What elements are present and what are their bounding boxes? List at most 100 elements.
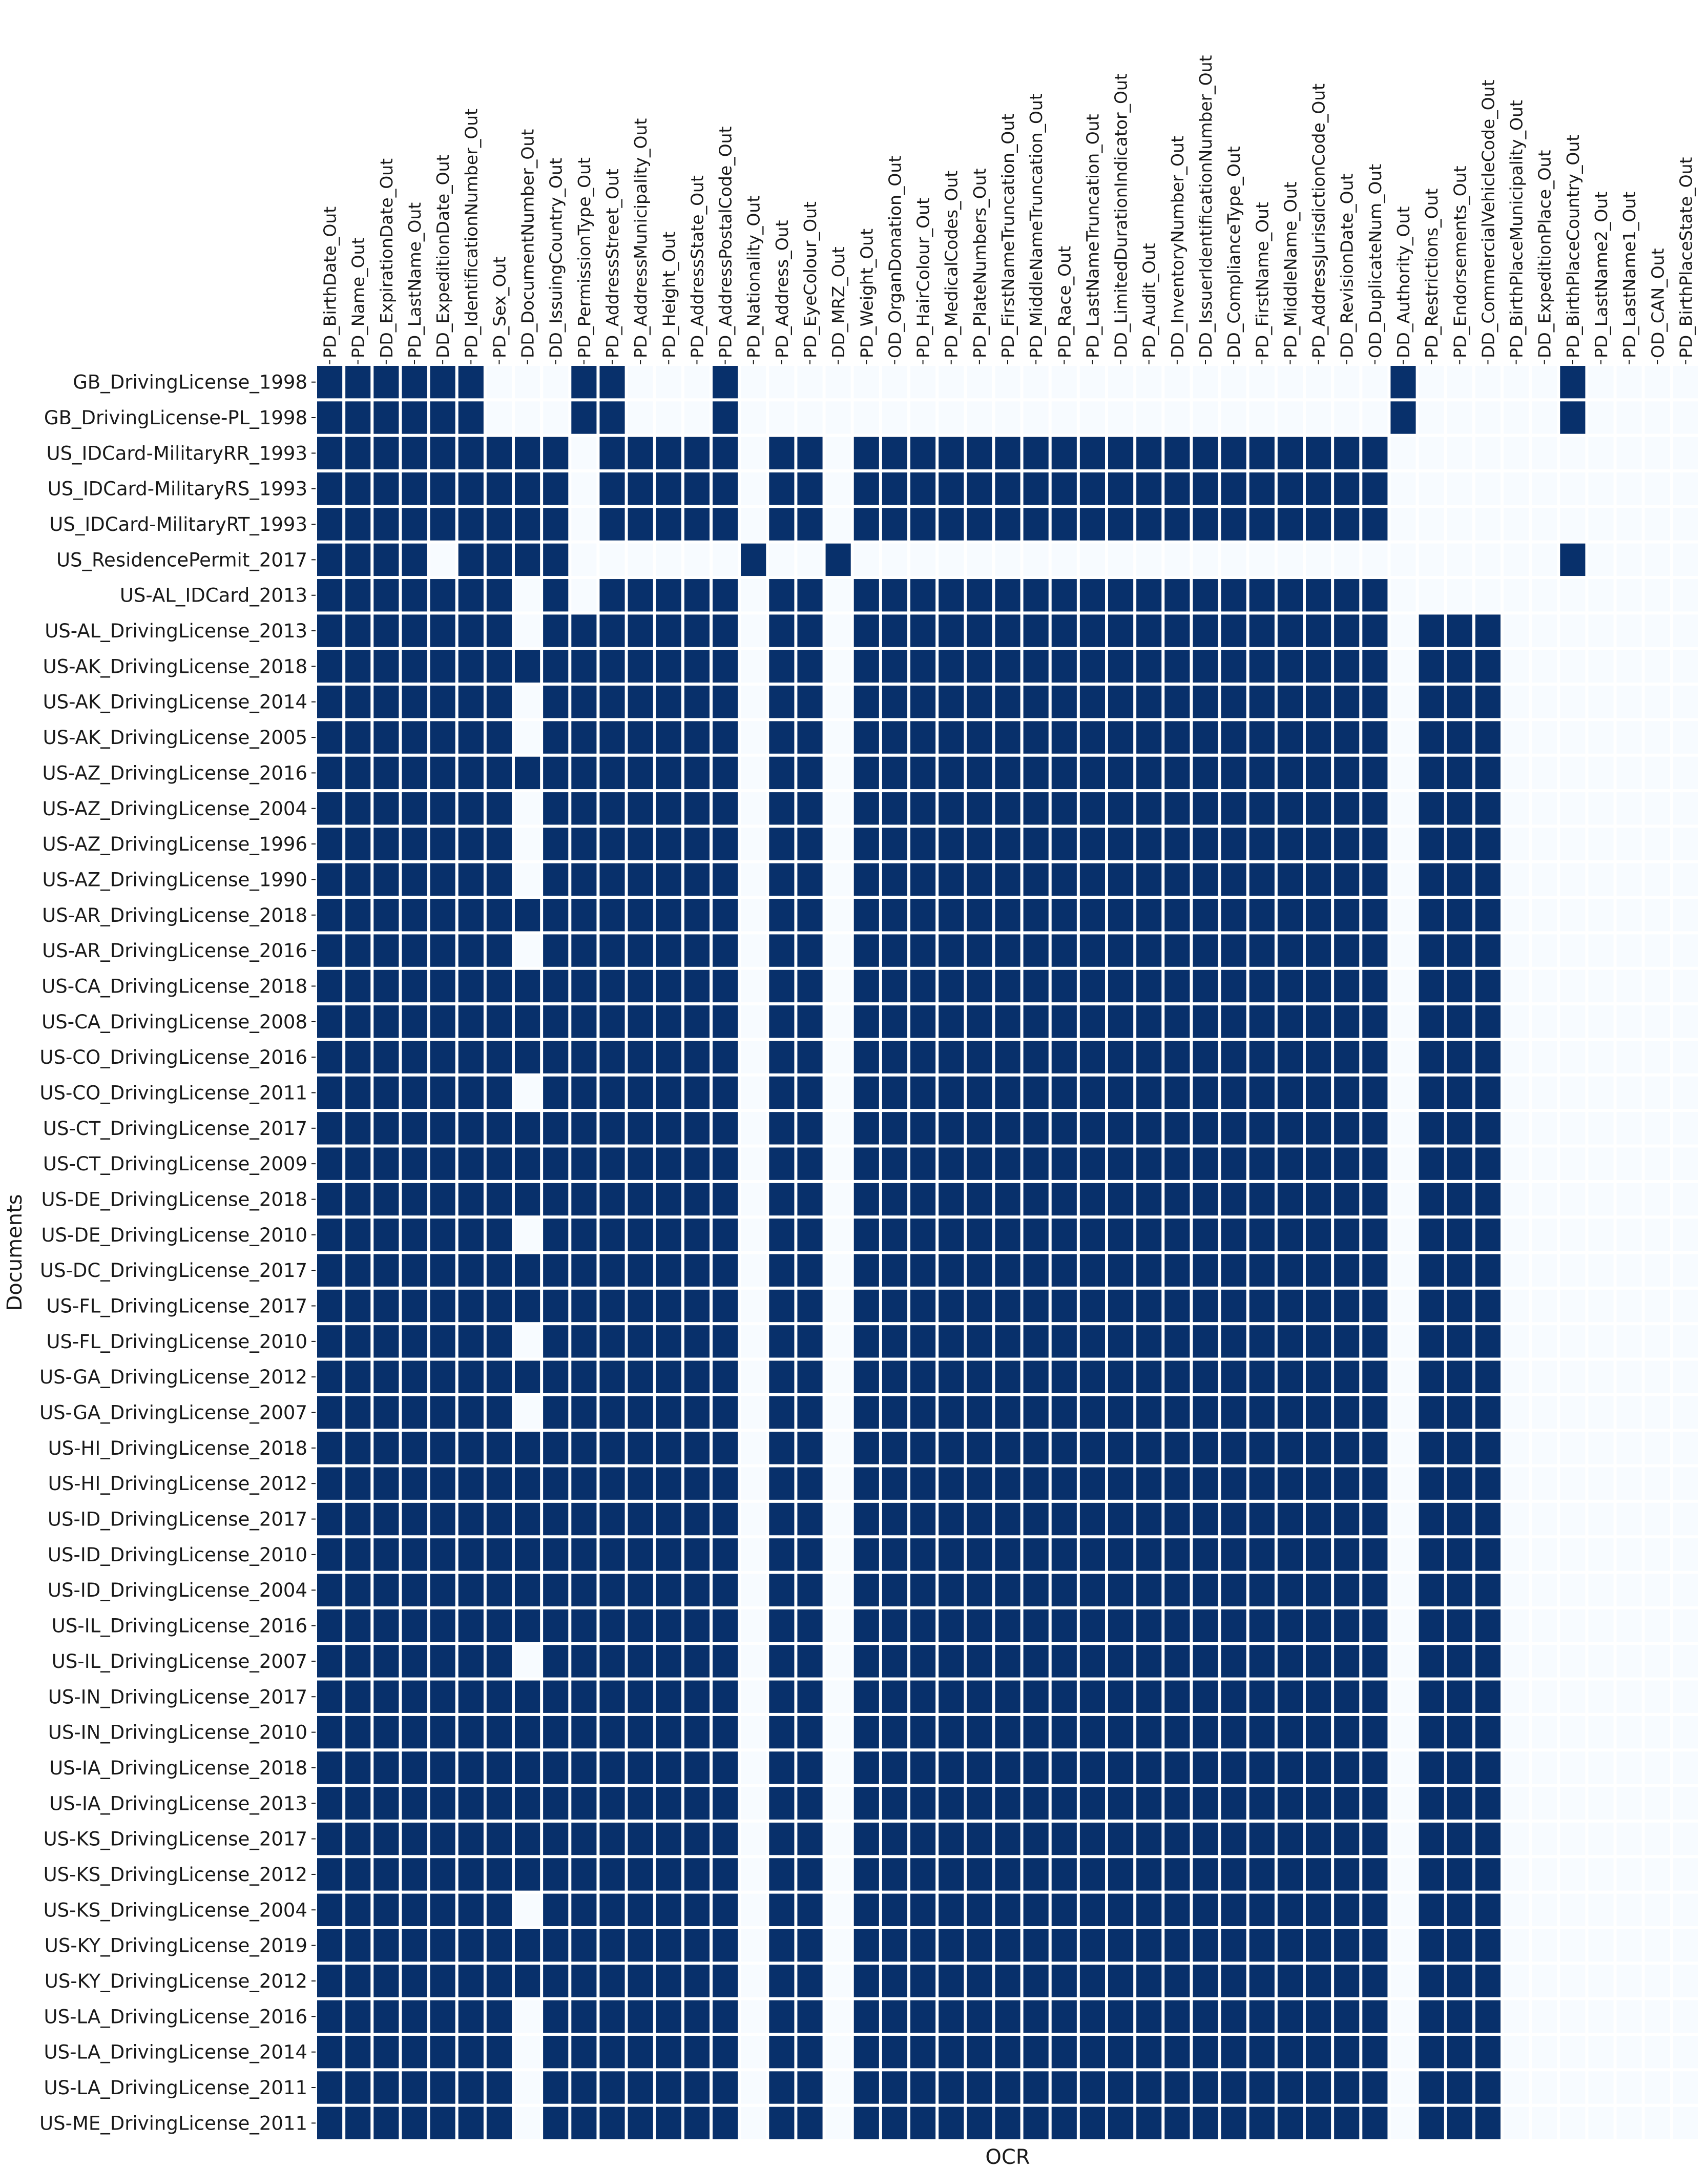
heatmap-cell	[1560, 863, 1586, 896]
heatmap-cell	[825, 472, 851, 505]
heatmap-cell	[1532, 1360, 1557, 1393]
heatmap-cell	[1277, 1396, 1303, 1429]
heatmap-cell	[967, 828, 992, 860]
heatmap-cell	[1136, 1645, 1162, 1678]
heatmap-cell	[1306, 1254, 1331, 1287]
heatmap-cell	[345, 401, 371, 434]
heatmap-cell	[1644, 2107, 1670, 2139]
heatmap-cell	[910, 1325, 936, 1358]
heatmap-cell	[1588, 1858, 1614, 1891]
heatmap-cell	[1334, 1858, 1360, 1891]
heatmap-cell	[825, 1325, 851, 1358]
heatmap-cell	[345, 863, 371, 896]
heatmap-cell	[543, 1893, 569, 1926]
heatmap-cell	[656, 472, 681, 505]
heatmap-cell	[1108, 1751, 1134, 1784]
heatmap-cell	[910, 2035, 936, 2069]
heatmap-cell	[543, 934, 569, 967]
heatmap-cell	[1419, 1147, 1444, 1180]
heatmap-cell	[1362, 1502, 1388, 1536]
heatmap-cell	[1136, 1219, 1162, 1251]
heatmap-cell	[1673, 863, 1698, 896]
heatmap-cell	[1644, 1929, 1670, 1962]
heatmap-cell	[1475, 508, 1501, 541]
heatmap-cell	[684, 1787, 710, 1820]
heatmap-cell	[1079, 1965, 1105, 1997]
column-label: DD_ExpeditionPlace_Out	[1535, 150, 1555, 358]
heatmap-cell	[684, 1645, 710, 1678]
heatmap-cell	[797, 828, 823, 860]
heatmap-cell	[1447, 366, 1472, 399]
heatmap-cell	[373, 1502, 399, 1536]
heatmap-cell	[741, 1965, 766, 1997]
heatmap-cell	[1108, 2071, 1134, 2104]
heatmap-cell	[1193, 1289, 1218, 1323]
heatmap-cell	[1277, 437, 1303, 470]
heatmap-cell	[543, 828, 569, 860]
heatmap-cell	[967, 1751, 992, 1784]
heatmap-cell	[1051, 1219, 1077, 1251]
heatmap-cell	[713, 1254, 738, 1287]
heatmap-cell	[1249, 2035, 1275, 2069]
heatmap-cell	[797, 1325, 823, 1358]
heatmap-cell	[1616, 969, 1642, 1003]
heatmap-cell	[1023, 2107, 1049, 2139]
heatmap-cell	[1193, 1147, 1218, 1180]
heatmap-cell	[1504, 1254, 1529, 1287]
heatmap-cell	[430, 1716, 455, 1749]
heatmap-cell	[571, 1183, 597, 1216]
heatmap-cell	[769, 2035, 795, 2069]
heatmap-cell	[1221, 756, 1246, 790]
heatmap-cell	[571, 1787, 597, 1820]
heatmap-cell	[910, 1183, 936, 1216]
heatmap-cell	[1051, 1076, 1077, 1109]
heatmap-cell	[1390, 1112, 1416, 1145]
heatmap-cell	[1193, 2000, 1218, 2033]
heatmap-cell	[1504, 1005, 1529, 1038]
heatmap-cell	[825, 792, 851, 825]
heatmap-cell	[1532, 1965, 1557, 1997]
heatmap-cell	[1447, 437, 1472, 470]
heatmap-cell	[402, 1325, 427, 1358]
heatmap-cell	[1560, 1787, 1586, 1820]
heatmap-cell	[684, 1325, 710, 1358]
heatmap-cell	[769, 1041, 795, 1073]
heatmap-cell	[853, 969, 879, 1003]
heatmap-cell	[1277, 1574, 1303, 1606]
heatmap-cell	[825, 1858, 851, 1891]
heatmap-cell	[486, 1751, 512, 1784]
heatmap-cell	[458, 1751, 484, 1784]
heatmap-cell	[402, 1680, 427, 1713]
heatmap-cell	[1249, 437, 1275, 470]
heatmap-cell	[599, 721, 625, 754]
heatmap-cell	[402, 1965, 427, 1997]
heatmap-cell	[1362, 1787, 1388, 1820]
heatmap-cell	[1644, 1325, 1670, 1358]
heatmap-cell	[1079, 614, 1105, 647]
heatmap-cell	[515, 1183, 540, 1216]
heatmap-cell	[882, 1360, 907, 1393]
heatmap-cell	[1673, 614, 1698, 647]
heatmap-cell	[1475, 2071, 1501, 2104]
heatmap-cell	[1532, 1396, 1557, 1429]
heatmap-cell	[543, 366, 569, 399]
heatmap-cell	[1419, 899, 1444, 932]
heatmap-cell	[1532, 1751, 1557, 1784]
heatmap-cell	[1475, 1254, 1501, 1287]
heatmap-cell	[1475, 2000, 1501, 2033]
heatmap-cell	[1249, 1147, 1275, 1180]
heatmap-cell	[1277, 1645, 1303, 1678]
heatmap-cell	[571, 2000, 597, 2033]
heatmap-cell	[373, 1645, 399, 1678]
heatmap-cell	[402, 1432, 427, 1464]
heatmap-cell	[853, 1112, 879, 1145]
heatmap-cell	[1616, 792, 1642, 825]
heatmap-cell	[1475, 863, 1501, 896]
heatmap-cell	[1136, 508, 1162, 541]
heatmap-cell	[1051, 969, 1077, 1003]
heatmap-cell	[345, 828, 371, 860]
heatmap-cell	[599, 1076, 625, 1109]
heatmap-cell	[825, 543, 851, 576]
heatmap-cell	[1334, 2000, 1360, 2033]
heatmap-cell	[1588, 686, 1614, 718]
